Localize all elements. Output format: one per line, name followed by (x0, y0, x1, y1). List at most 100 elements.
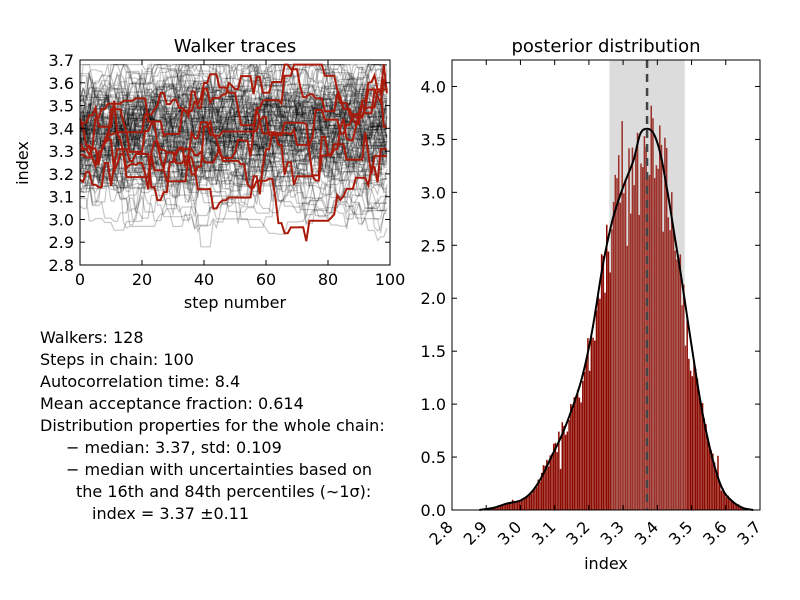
histogram-bar (691, 376, 694, 510)
walker-trace (79, 63, 388, 141)
walker-trace (80, 86, 387, 192)
x-tick-label: 3.4 (631, 517, 662, 548)
walker-trace (80, 104, 387, 161)
histogram-bar (532, 489, 534, 510)
histogram-bar (677, 257, 680, 510)
highlighted-traces (79, 63, 388, 242)
histogram-bar (604, 292, 606, 510)
highlighted-walker-trace (79, 63, 387, 134)
walker-trace (79, 107, 387, 186)
posterior-x-label: index (584, 554, 628, 573)
histogram-bar (530, 493, 533, 510)
walker-trace (79, 63, 388, 194)
y-tick-label: 3.5 (421, 130, 446, 149)
histogram-bar (718, 482, 721, 510)
traces-y-label: index (13, 141, 32, 185)
histogram-bar (736, 504, 738, 510)
histogram-bar (595, 310, 598, 510)
walker-trace (80, 95, 387, 197)
walker-trace (80, 99, 388, 161)
walker-trace (79, 118, 387, 234)
histogram-bar (580, 402, 582, 510)
histogram-bar (523, 497, 526, 510)
histogram-bar (612, 201, 615, 511)
walker-trace (80, 69, 388, 184)
y-tick-label: 2.0 (421, 289, 446, 308)
walker-trace (79, 88, 387, 161)
walker-trace (79, 132, 387, 229)
histogram-bar (540, 472, 543, 510)
walker-trace (79, 63, 387, 158)
highlighted-walker-trace (80, 73, 388, 186)
histogram-bar (732, 502, 735, 510)
walker-trace (80, 62, 387, 149)
histogram-bar (542, 465, 545, 510)
histogram-bar (606, 224, 608, 511)
walker-trace (79, 85, 388, 220)
walker-trace (80, 75, 388, 148)
histogram-bar (635, 151, 637, 510)
histogram-bar (529, 492, 531, 510)
x-tick-label: 2.8 (425, 517, 456, 548)
histogram-bar (628, 148, 630, 510)
histogram-bar (513, 501, 516, 510)
histogram-bar (568, 419, 570, 510)
histogram-bar (720, 490, 723, 510)
histogram-bar (626, 245, 629, 510)
histogram-bar (636, 132, 639, 510)
histogram-bar (667, 217, 670, 510)
walker-trace (79, 63, 387, 144)
walker-trace (80, 88, 387, 190)
y-tick-label: 3.6 (49, 74, 74, 93)
y-tick-label: 3.7 (49, 51, 74, 70)
histogram-bar (617, 155, 620, 510)
walker-trace (80, 101, 388, 191)
histogram-bar (585, 358, 587, 510)
histogram-bar (510, 502, 512, 510)
y-tick-label: 3.0 (421, 183, 446, 202)
histogram-bar (566, 431, 569, 510)
histogram-bar (515, 501, 517, 510)
histogram-bar (573, 397, 575, 510)
histogram-bar (496, 506, 498, 510)
histogram-bar (643, 136, 646, 510)
histogram-bar (537, 479, 540, 510)
traces-x-label: step number (184, 293, 287, 312)
posterior-panel: posterior distribution 2.8 2.9 3.0 3.1 3.2 3.… (421, 36, 765, 573)
histogram-bar (561, 422, 564, 510)
histogram-bar (705, 424, 707, 510)
walker-trace (79, 63, 387, 167)
x-tick-label: 2.9 (460, 517, 491, 548)
index-result: index = 3.37 ±0.11 (92, 504, 250, 523)
walker-trace (80, 131, 387, 231)
histogram-bar (556, 452, 558, 510)
walker-trace (79, 80, 388, 213)
histogram-bar (700, 401, 702, 510)
walker-trace (79, 74, 388, 144)
walker-trace (80, 62, 387, 181)
walker-trace (80, 74, 387, 211)
histogram-bar (602, 255, 605, 510)
x-tick-label: 0 (75, 270, 85, 289)
histogram-bar (582, 380, 584, 510)
histogram-bar (681, 305, 683, 510)
walker-trace (79, 116, 388, 190)
histogram-bar (564, 434, 567, 510)
histogram-bar (503, 504, 505, 510)
histogram-bar (546, 459, 548, 510)
highlighted-walker-trace (79, 116, 387, 179)
walker-trace (80, 79, 387, 193)
walker-trace (80, 63, 387, 175)
x-tick-label: 40 (194, 270, 214, 289)
walker-trace (79, 63, 388, 166)
histogram-bar (655, 165, 658, 510)
histogram-bar (703, 418, 706, 510)
walker-trace (80, 74, 387, 175)
walker-trace (79, 63, 388, 232)
histogram-bar (665, 148, 668, 510)
walker-trace (79, 81, 387, 150)
walker-trace (80, 63, 388, 146)
y-tick-label: 3.4 (49, 119, 74, 138)
histogram-bar (641, 167, 644, 510)
histogram-bar (527, 495, 529, 510)
